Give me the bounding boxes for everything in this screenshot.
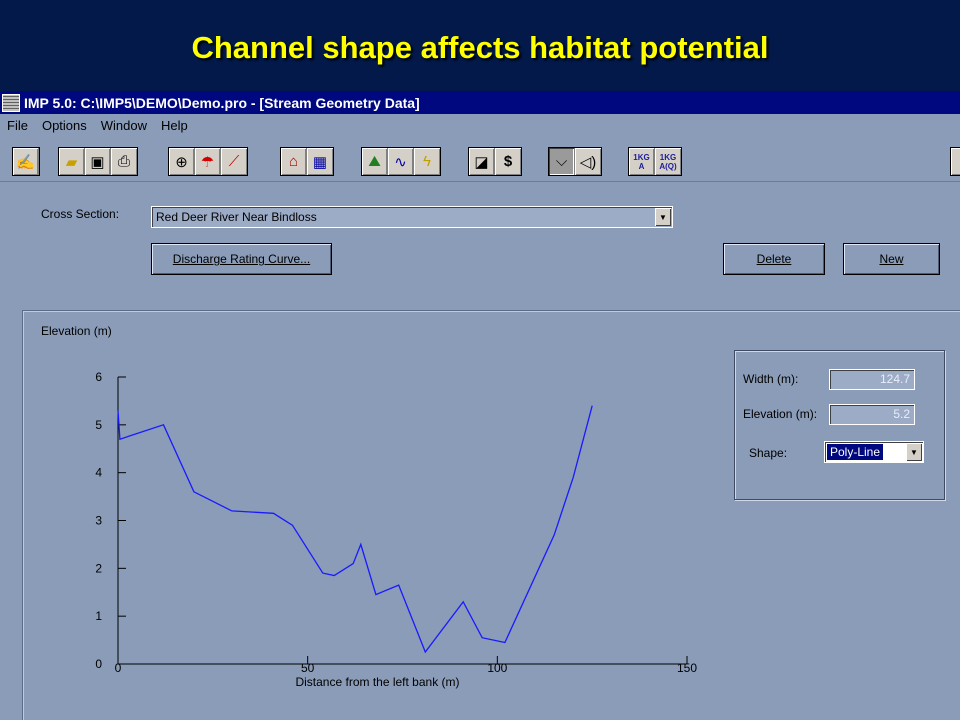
toolbar-group-notes: ✍ xyxy=(12,147,40,176)
channel-geometry-icon[interactable]: ⌵ xyxy=(549,148,575,175)
delete-button[interactable]: Delete xyxy=(723,243,825,275)
y-tick-label-4: 4 xyxy=(95,466,102,480)
width-label: Width (m): xyxy=(743,372,799,386)
chart-monitor-icon[interactable]: ◪ xyxy=(469,148,495,175)
toolbar-group-overflow xyxy=(950,147,960,176)
lightning-icon[interactable]: ϟ xyxy=(414,148,440,175)
app-window: IMP 5.0: C:\IMP5\DEMO\Demo.pro - [Stream… xyxy=(0,91,960,720)
weight-aq-icon[interactable]: 1KG A(Q) xyxy=(655,148,681,175)
weight-kg-label: 1KG xyxy=(633,152,650,162)
toolbar-group-analysis: ⛰ ∿ ϟ xyxy=(361,147,441,176)
overflow-icon[interactable] xyxy=(951,148,960,175)
save-disk-icon[interactable]: ▣ xyxy=(85,148,111,175)
weight-kg-label-2: 1KG xyxy=(659,152,677,162)
toolbar-group-economics: ◪ $ xyxy=(468,147,522,176)
shape-label: Shape: xyxy=(749,446,788,460)
window-title: IMP 5.0: C:\IMP5\DEMO\Demo.pro - [Stream… xyxy=(24,94,420,111)
building-icon[interactable]: ⌂ xyxy=(281,148,307,175)
discharge-rating-curve-button[interactable]: Discharge Rating Curve... xyxy=(151,243,332,275)
y-tick-label-2: 2 xyxy=(95,561,102,575)
x-tick-label-150: 150 xyxy=(677,661,697,675)
slide-title: Channel shape affects habitat potential xyxy=(191,30,769,65)
app-icon[interactable] xyxy=(2,93,20,112)
toolbar-group-tools: ⊕ ☂ ⟋ xyxy=(168,147,248,176)
cross-section-label: Cross Section: xyxy=(41,207,120,221)
menu-options[interactable]: Options xyxy=(41,118,87,133)
x-axis-label: Distance from the left bank (m) xyxy=(295,675,459,689)
monitor-map-icon[interactable]: ▦ xyxy=(307,148,333,175)
y-tick-label-6: 6 xyxy=(95,370,102,384)
open-folder-icon[interactable]: ▰ xyxy=(59,148,85,175)
elevation-field[interactable]: 5.2 xyxy=(829,404,915,425)
line-chart-icon[interactable]: ⟋ xyxy=(221,148,247,175)
notes-icon[interactable]: ✍ xyxy=(13,148,39,175)
toolbar-group-file: ▰ ▣ ⎙ xyxy=(58,147,138,176)
menu-window[interactable]: Window xyxy=(100,118,148,133)
weight-aq-label: A(Q) xyxy=(659,161,677,171)
shape-select[interactable]: Poly-Line ▼ xyxy=(824,441,924,463)
shape-chevron-down-icon[interactable]: ▼ xyxy=(906,443,922,461)
menu-help[interactable]: Help xyxy=(161,118,188,133)
toolbar-group-weight: 1KG A 1KG A(Q) xyxy=(628,147,682,176)
chart-ylabel: Elevation (m) xyxy=(41,324,112,338)
y-tick-label-1: 1 xyxy=(95,609,102,623)
y-tick-label-3: 3 xyxy=(95,514,102,528)
toolbar: ✍ ▰ ▣ ⎙ ⊕ ☂ ⟋ ⌂ ▦ ⛰ ∿ ϟ ◪ $ ⌵ ◁) xyxy=(0,138,960,182)
cross-section-chart[interactable]: 0 1 2 3 4 5 6 0 50 100 150 Distance from the left b… xyxy=(0,91,960,720)
shape-value: Poly-Line xyxy=(827,444,884,460)
width-field[interactable]: 124.7 xyxy=(829,369,915,390)
dollar-icon[interactable]: $ xyxy=(495,148,521,175)
properties-box: Width (m): 124.7 Elevation (m): 5.2 Shap… xyxy=(734,350,945,500)
hydrograph-icon[interactable]: ∿ xyxy=(388,148,414,175)
channel-profile-line xyxy=(117,405,593,654)
y-tick-label-0: 0 xyxy=(95,657,102,671)
chevron-down-icon[interactable]: ▼ xyxy=(655,208,671,226)
landscape-icon[interactable]: ⛰ xyxy=(362,148,388,175)
toolbar-group-geometry: ⌵ ◁) xyxy=(548,147,602,176)
sound-icon[interactable]: ◁) xyxy=(575,148,601,175)
add-document-icon[interactable]: ⊕ xyxy=(169,148,195,175)
umbrella-icon[interactable]: ☂ xyxy=(195,148,221,175)
menubar: File Options Window Help xyxy=(0,114,960,138)
cross-section-value: Red Deer River Near Bindloss xyxy=(156,210,317,224)
y-tick-label-5: 5 xyxy=(95,418,102,432)
x-tick-label-100: 100 xyxy=(487,661,507,675)
toolbar-group-views: ⌂ ▦ xyxy=(280,147,334,176)
menu-file[interactable]: File xyxy=(7,118,28,133)
x-tick-label-0: 0 xyxy=(115,661,122,675)
new-button[interactable]: New xyxy=(843,243,940,275)
x-tick-label-50: 50 xyxy=(301,661,315,675)
elevation-label: Elevation (m): xyxy=(743,407,818,421)
weight-a-icon[interactable]: 1KG A xyxy=(629,148,655,175)
cross-section-select[interactable]: Red Deer River Near Bindloss ▼ xyxy=(151,206,673,228)
cross-section-graph-panel xyxy=(22,310,960,720)
weight-a-label: A xyxy=(638,161,645,171)
print-icon[interactable]: ⎙ xyxy=(111,148,137,175)
chart-axes: 0 1 2 3 4 5 6 0 50 100 150 Distance from the left b… xyxy=(95,370,697,689)
window-titlebar[interactable]: IMP 5.0: C:\IMP5\DEMO\Demo.pro - [Stream… xyxy=(0,91,960,114)
